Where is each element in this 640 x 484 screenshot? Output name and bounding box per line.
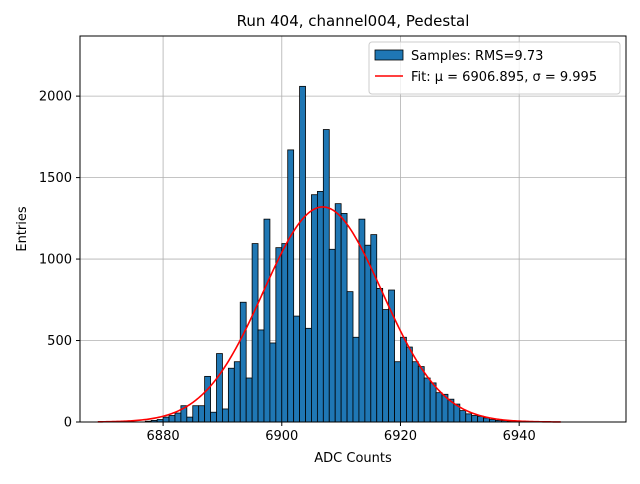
legend-entry-fit: Fit: μ = 6906.895, σ = 9.995 [411,70,597,85]
histogram-bar [460,411,466,422]
legend-entry-samples: Samples: RMS=9.73 [411,49,543,64]
histogram-bar [205,376,211,422]
histogram-bar [329,249,335,422]
histogram-bar [276,248,282,422]
histogram-bar [323,130,329,422]
histogram-bar [400,337,406,422]
histogram-bar [383,310,389,422]
histogram-bar [187,417,193,422]
histogram-bar [341,213,347,422]
histogram-bar [234,362,240,422]
x-axis-label: ADC Counts [314,451,392,466]
histogram-bar [472,415,478,422]
histogram-bar [246,378,252,422]
x-tick-label: 6900 [265,429,298,444]
legend-swatch-samples [375,50,403,60]
histogram-bar [252,244,258,422]
histogram-bar [222,409,228,422]
y-axis-label: Entries [15,206,30,252]
histogram-bar [288,150,294,422]
histogram-bar [406,347,412,422]
histogram-bar [371,235,377,422]
histogram-bar [466,414,472,422]
histogram-bar [377,288,383,422]
histogram-bar [418,367,424,422]
histogram-bar [264,219,270,422]
y-tick-label: 0 [64,416,72,431]
histogram-bar [300,86,306,422]
histogram-bar [353,337,359,422]
y-tick-label: 1500 [39,171,72,186]
histogram-bar [282,244,288,422]
histogram-bar [163,417,169,422]
histogram-bar [175,413,181,422]
x-tick-label: 6920 [384,429,417,444]
histogram-bar [430,383,436,422]
histogram-bar [199,406,205,422]
x-tick-label: 6940 [503,429,536,444]
histogram-bar [240,302,246,422]
histogram-bar [436,393,442,422]
histogram-bar [228,368,234,422]
histogram-bar [389,290,395,422]
histogram-bar [317,191,323,422]
x-tick-label: 6880 [147,429,180,444]
histogram-bar [258,330,264,422]
legend: Samples: RMS=9.73 Fit: μ = 6906.895, σ =… [369,42,620,94]
chart-title: Run 404, channel004, Pedestal [237,12,470,30]
histogram-bar [217,354,223,422]
y-tick-label: 2000 [39,90,72,105]
histogram-bar [270,343,276,422]
histogram-bar [335,204,341,422]
histogram-bar [484,418,490,422]
histogram-bar [347,292,353,422]
histogram-bar [412,362,418,422]
histogram-bar [424,378,430,422]
y-tick-label: 1000 [39,253,72,268]
histogram-bar [306,328,312,422]
histogram-bar [294,316,300,422]
histogram-bar [211,412,217,422]
histogram-bar [365,245,371,422]
histogram-bar [311,195,317,422]
histogram-bar [395,362,401,422]
y-tick-label: 500 [47,334,72,349]
histogram-bar [169,415,175,422]
histogram-bar [193,406,199,422]
